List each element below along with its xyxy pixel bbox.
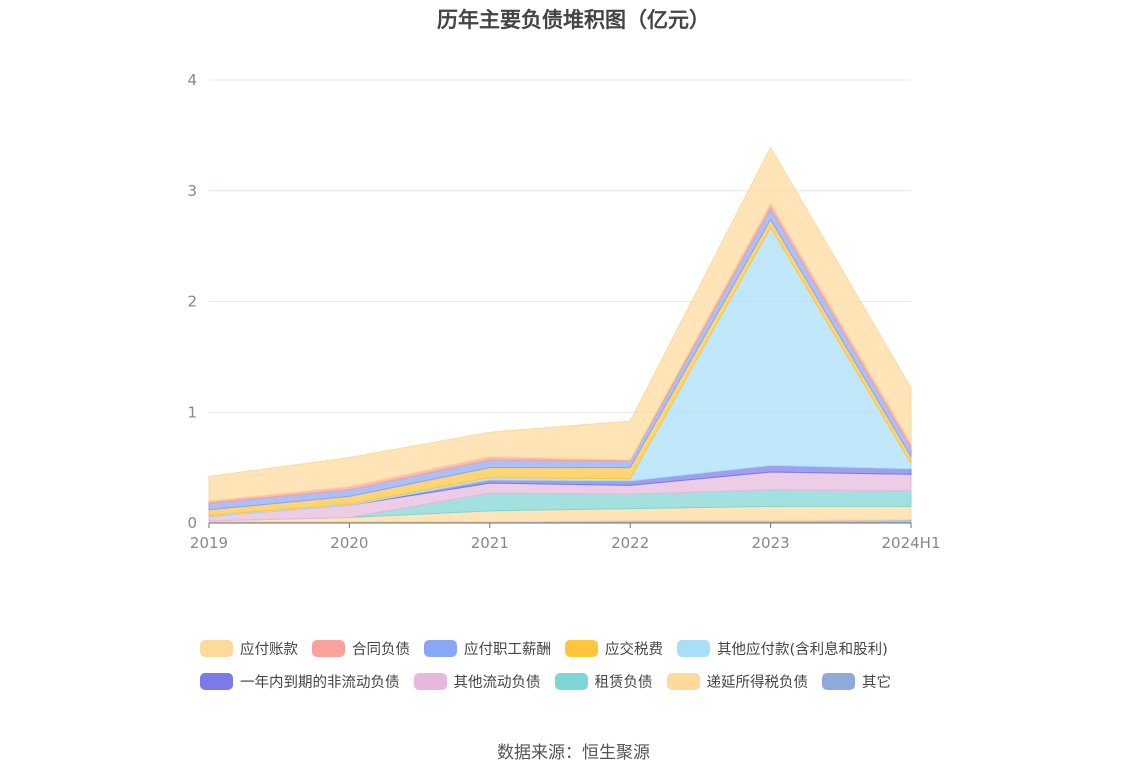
legend-label: 其它: [862, 675, 891, 691]
x-tick-label: 2023: [752, 534, 790, 552]
legend-label: 应付职工薪酬: [464, 642, 551, 658]
chart-title: 历年主要负债堆积图（亿元）: [437, 8, 710, 32]
x-tick-label: 2020: [330, 534, 368, 552]
y-tick-label: 4: [187, 71, 197, 89]
x-tick-label: 2022: [611, 534, 649, 552]
legend-item[interactable]: 其它: [822, 671, 891, 692]
legend-item[interactable]: 递延所得税负债: [666, 671, 809, 692]
legend-swatch: [200, 673, 233, 690]
x-tick-label: 2021: [471, 534, 509, 552]
legend-label: 应付账款: [240, 642, 298, 658]
legend-label: 一年内到期的非流动负债: [240, 675, 400, 691]
area-series-9: [208, 146, 912, 502]
legend-item[interactable]: 其他流动负债: [413, 671, 541, 692]
legend: 应付账款 合同负债 应付职工薪酬 应交税费 其他应付款(含利息和股利) 一年内到期的非流…: [200, 638, 960, 704]
y-tick-label: 3: [187, 182, 197, 200]
legend-swatch: [312, 640, 345, 657]
legend-row-2: 一年内到期的非流动负债 其他流动负债 租赁负债 递延所得税负债 其它: [200, 671, 960, 692]
legend-label: 其他流动负债: [453, 675, 541, 691]
area-series-group: [208, 146, 912, 524]
legend-swatch: [554, 673, 588, 690]
source-note: 数据来源：恒生聚源: [497, 743, 650, 763]
y-tick-label: 1: [187, 403, 197, 421]
legend-item[interactable]: 应付账款: [200, 638, 298, 659]
legend-item[interactable]: 一年内到期的非流动负债: [200, 671, 400, 692]
legend-label: 递延所得税负债: [706, 675, 809, 691]
legend-swatch: [424, 640, 457, 657]
x-tick-label: 2024H1: [882, 534, 941, 552]
legend-swatch: [413, 673, 447, 690]
legend-label: 合同负债: [352, 642, 410, 658]
x-tick-label: 2019: [190, 534, 228, 552]
legend-item[interactable]: 应付职工薪酬: [424, 638, 551, 659]
y-tick-label: 0: [187, 514, 197, 532]
y-tick-label: 2: [187, 293, 197, 311]
legend-swatch: [677, 640, 710, 657]
axes: 0 1 2 3 4 2019 2020 2021 2022 2023 2024H1: [187, 71, 940, 552]
legend-swatch: [666, 673, 700, 690]
legend-swatch: [200, 640, 233, 657]
legend-item[interactable]: 其他应付款(含利息和股利): [677, 638, 888, 659]
legend-item[interactable]: 合同负债: [312, 638, 410, 659]
legend-swatch: [822, 673, 855, 690]
legend-label: 应交税费: [605, 642, 663, 658]
legend-item[interactable]: 应交税费: [565, 638, 663, 659]
legend-row-1: 应付账款 合同负债 应付职工薪酬 应交税费 其他应付款(含利息和股利): [200, 638, 960, 659]
stacked-area-chart: 0 1 2 3 4 2019 2020 2021 2022 2023 2024H1: [187, 71, 940, 552]
legend-label: 租赁负债: [594, 675, 653, 691]
legend-label: 其他应付款(含利息和股利): [717, 642, 888, 658]
legend-swatch: [565, 640, 598, 657]
legend-item[interactable]: 租赁负债: [554, 671, 653, 692]
